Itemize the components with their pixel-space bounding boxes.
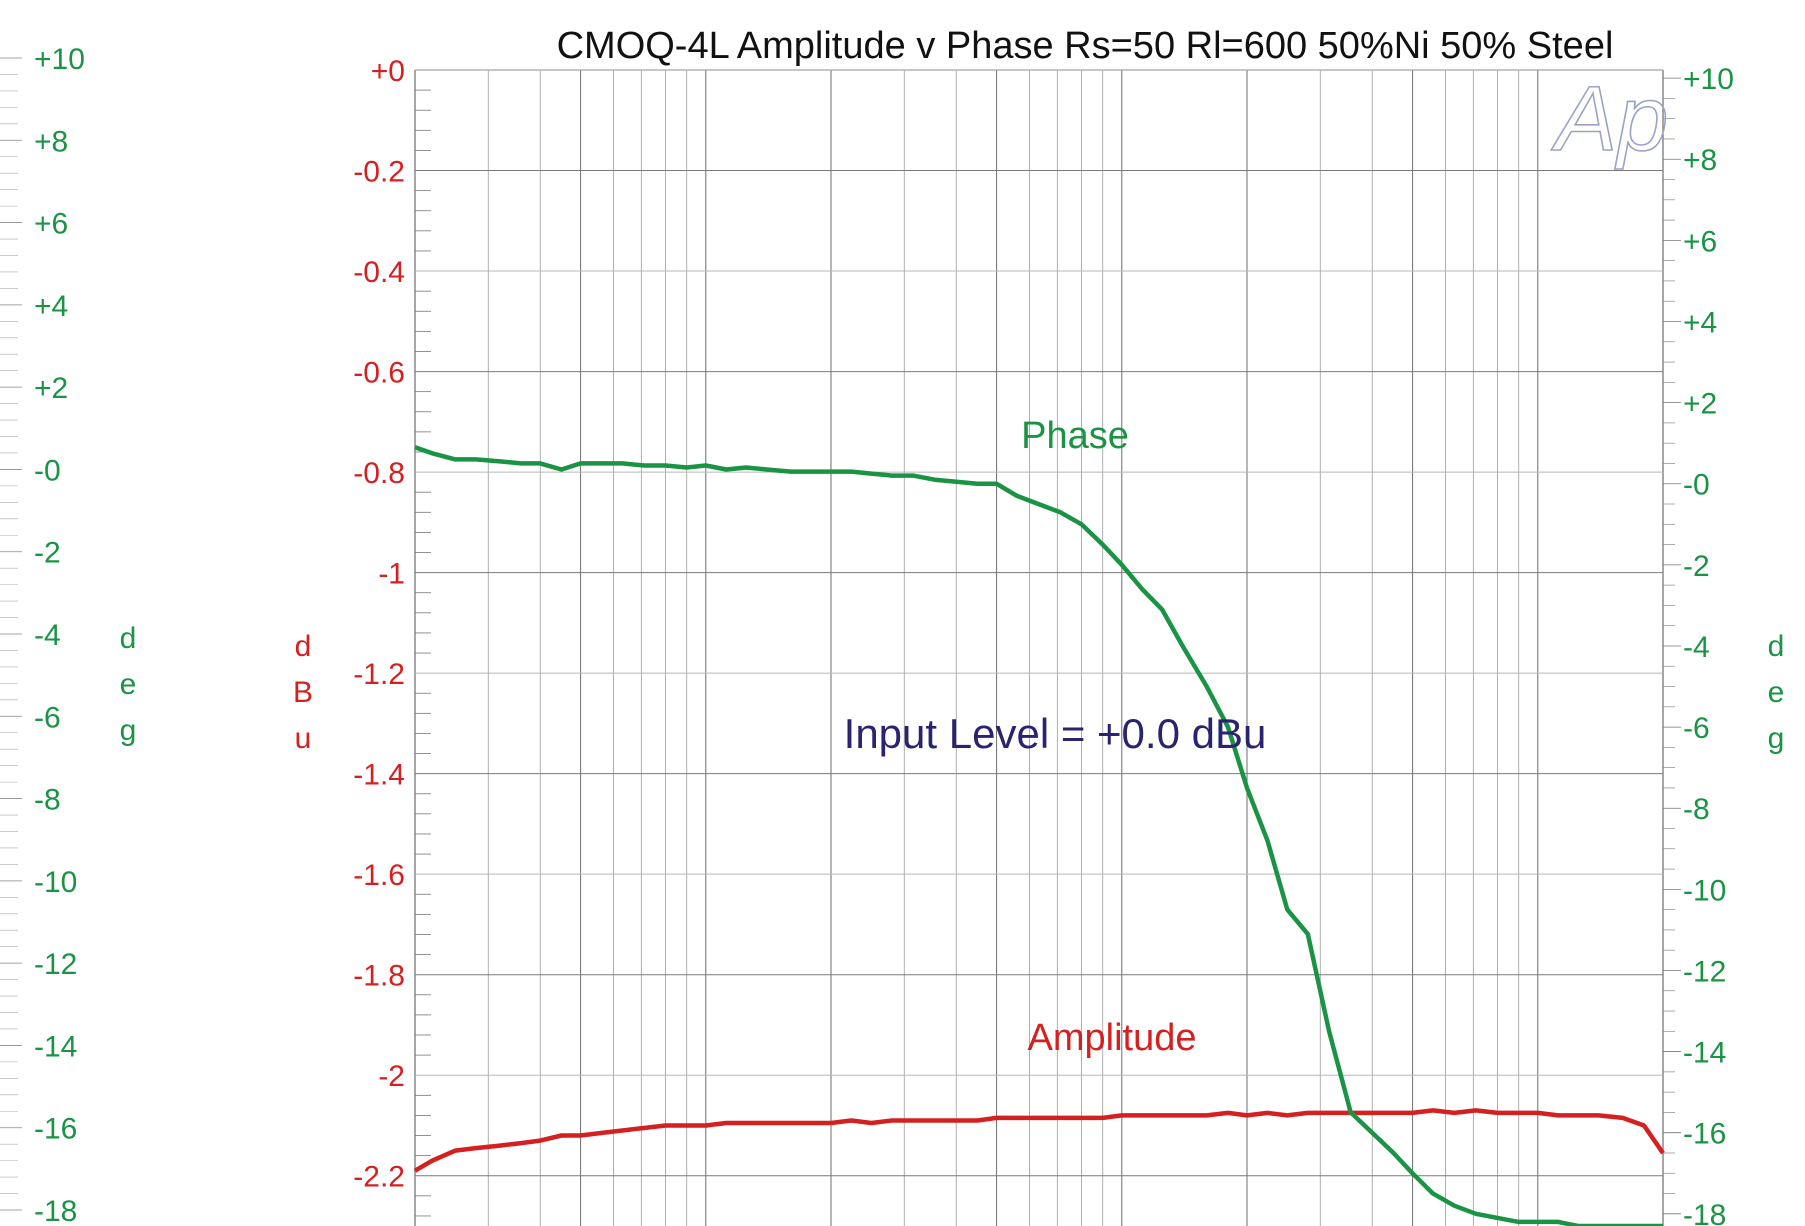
- outer-left-axis-letter: g: [120, 714, 137, 747]
- outer-left-tick-label: -8: [34, 784, 61, 817]
- outer-left-tick-label: +10: [34, 43, 85, 76]
- right-tick-label: -16: [1683, 1118, 1726, 1151]
- right-tick-label: -0: [1683, 469, 1710, 502]
- left-tick-label: -2: [378, 1060, 405, 1093]
- left-axis-letter: B: [293, 676, 313, 709]
- outer-left-tick-label: -10: [34, 866, 77, 899]
- ap-logo: Ap: [1551, 68, 1669, 170]
- left-axis-letter: d: [295, 630, 312, 663]
- left-tick-label: -0.8: [353, 457, 405, 490]
- left-tick-label: -0.4: [353, 256, 405, 289]
- outer-left-tick-label: -0: [34, 454, 61, 487]
- right-axis-letter: d: [1768, 630, 1785, 663]
- outer-left-axis-letter: d: [120, 622, 137, 655]
- right-tick-label: -12: [1683, 955, 1726, 988]
- outer-left-tick-label: -14: [34, 1030, 77, 1063]
- outer-left-tick-label: -16: [34, 1113, 77, 1146]
- outer-left-axis-letter: e: [120, 668, 137, 701]
- input-level-annotation: Input Level = +0.0 dBu: [844, 710, 1267, 757]
- right-axis-label: d e g: [1768, 630, 1785, 755]
- amplitude-line: [413, 1108, 1665, 1173]
- right-tick-label: -14: [1683, 1037, 1726, 1070]
- right-tick-label: +2: [1683, 388, 1717, 421]
- plot-grid: [0, 57, 1681, 1226]
- left-tick-label: -2.2: [353, 1161, 405, 1194]
- right-tick-label: -4: [1683, 631, 1710, 664]
- right-axis-letter: e: [1768, 676, 1785, 709]
- left-tick-label: -0.6: [353, 357, 405, 390]
- phase-series-label: Phase: [1021, 415, 1129, 457]
- series-lines: [413, 445, 1665, 1226]
- left-tick-label: -1.6: [353, 859, 405, 892]
- right-axis-letter: g: [1768, 722, 1785, 755]
- outer-left-tick-label: -6: [34, 701, 61, 734]
- right-tick-label: +4: [1683, 306, 1717, 339]
- chart-title: CMOQ-4L Amplitude v Phase Rs=50 Rl=600 5…: [557, 25, 1614, 67]
- phase-line: [414, 445, 1663, 1226]
- right-tick-label: -8: [1683, 793, 1710, 826]
- axis-ticks: +0 -0.2 -0.4 -0.6 -0.8 -1 -1.2 -1.4 -1.6 -1.8 -2 -2…: [34, 43, 1734, 1226]
- outer-left-tick-label: -18: [34, 1195, 77, 1226]
- outer-left-tick-label: -12: [34, 948, 77, 981]
- outer-left-tick-label: +4: [34, 290, 68, 323]
- outer-left-tick-label: +6: [34, 208, 68, 241]
- outer-left-tick-label: +2: [34, 372, 68, 405]
- left-tick-label: -1.4: [353, 759, 405, 792]
- left-tick-label: -1.8: [353, 960, 405, 993]
- left-axis-letter: u: [295, 722, 312, 755]
- outer-left-tick-label: +8: [34, 125, 68, 158]
- left-axis-label: d B u: [293, 630, 313, 755]
- outer-left-tick-label: -4: [34, 619, 61, 652]
- right-tick-label: -18: [1683, 1199, 1726, 1226]
- left-tick-label: -0.2: [353, 156, 405, 189]
- outer-left-tick-label: -2: [34, 537, 61, 570]
- right-tick-label: +10: [1683, 63, 1734, 96]
- right-tick-label: +6: [1683, 225, 1717, 258]
- amplitude-series-label: Amplitude: [1028, 1017, 1197, 1059]
- left-tick-label: -1.2: [353, 658, 405, 691]
- left-tick-label: -1: [378, 558, 405, 591]
- right-tick-label: -6: [1683, 712, 1710, 745]
- right-tick-label: -2: [1683, 550, 1710, 583]
- outer-left-axis-label: d e g: [120, 622, 137, 747]
- left-tick-label: +0: [371, 55, 405, 88]
- right-tick-label: +8: [1683, 144, 1717, 177]
- right-tick-label: -10: [1683, 874, 1726, 907]
